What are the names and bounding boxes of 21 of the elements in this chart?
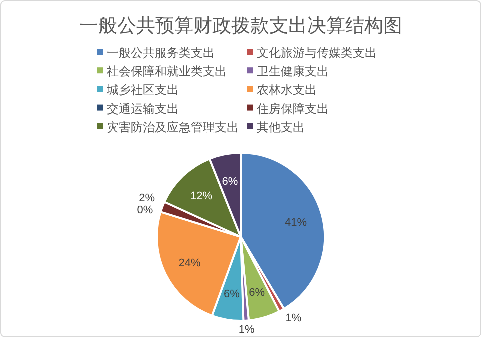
- chart-title: 一般公共预算财政拨款支出决算结构图: [80, 16, 402, 37]
- data-label: 41%: [285, 216, 308, 229]
- legend-label: 其他支出: [257, 120, 305, 134]
- legend-label: 一般公共服务类支出: [107, 46, 215, 60]
- legend-label: 住房保障支出: [256, 102, 329, 116]
- legend-label: 文化旅游与传媒类支出: [257, 46, 377, 60]
- text: 0%: [137, 204, 154, 217]
- legend-label: 灾害防治及应急管理支出: [107, 120, 239, 134]
- legend-label: 社会保障和就业类支出: [107, 64, 227, 79]
- data-label: 6%: [249, 286, 266, 299]
- legend-label: 城乡社区支出: [106, 83, 179, 98]
- legend-label: 农林水支出: [257, 83, 317, 98]
- data-label: 1%: [238, 324, 255, 336]
- legend-label: 卫生健康支出: [257, 64, 329, 79]
- data-label: 6%: [222, 176, 238, 188]
- data-label: 6%: [224, 288, 240, 300]
- data-label: 1%: [286, 312, 302, 324]
- data-label: 24%: [178, 257, 202, 270]
- data-label: 2%: [139, 192, 156, 205]
- legend-label: 交通运输支出: [107, 102, 179, 116]
- data-label: 12%: [190, 190, 213, 203]
